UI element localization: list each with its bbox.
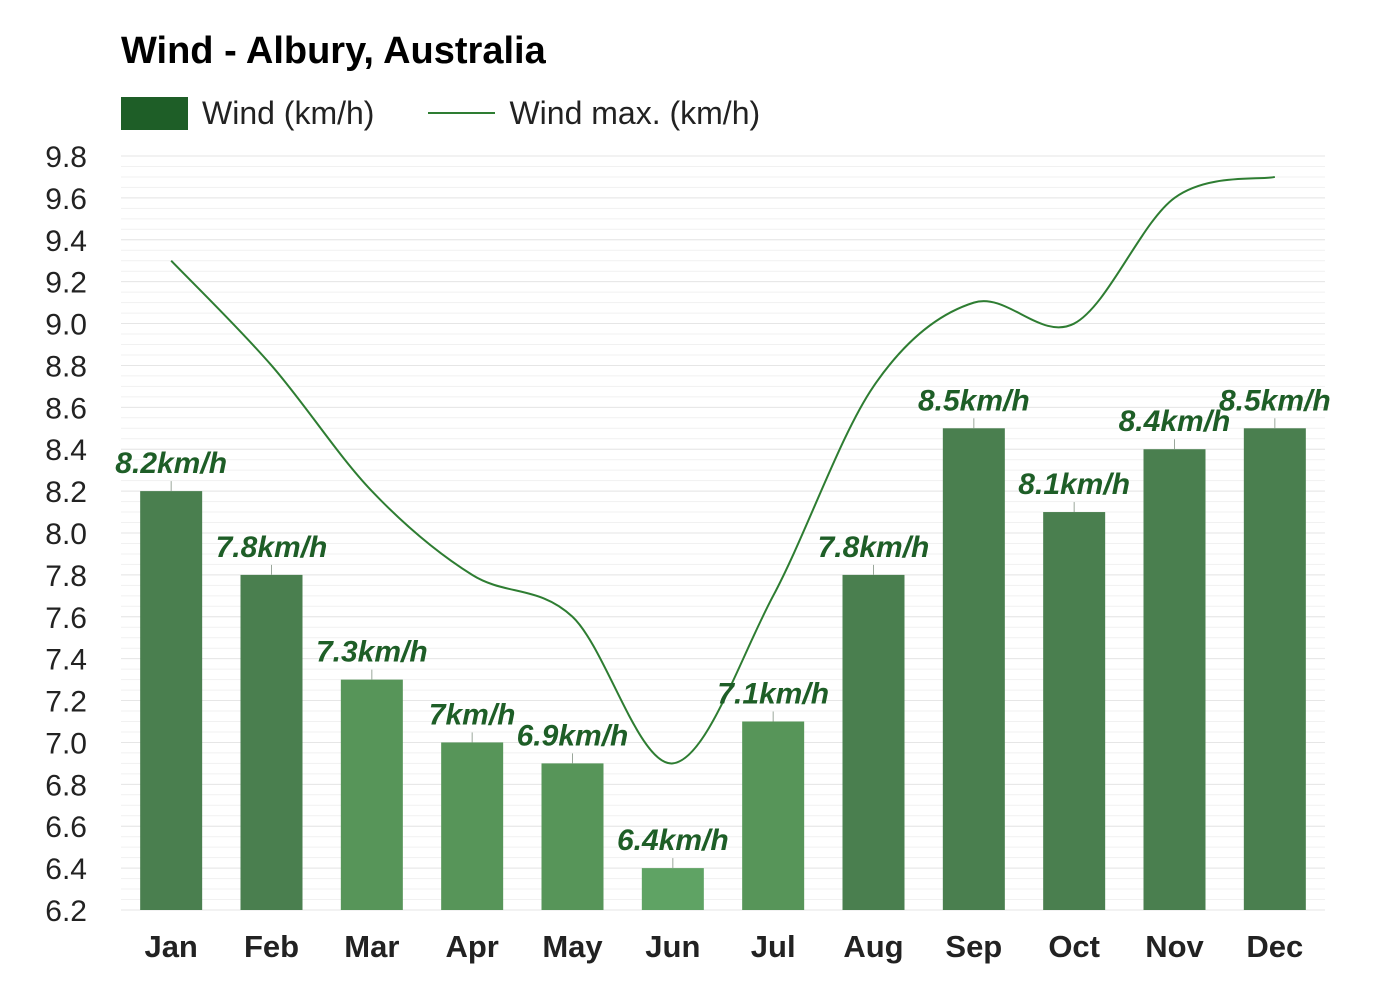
y-tick-label: 7.4 <box>45 644 87 677</box>
bar-sep <box>942 428 1005 910</box>
x-tick-jun: Jun <box>645 929 700 964</box>
data-label-dec: 8.5km/h <box>1219 384 1331 417</box>
x-tick-apr: Apr <box>445 929 498 964</box>
y-tick-label: 6.8 <box>45 769 87 802</box>
y-tick-label: 8.2 <box>45 476 87 509</box>
legend-label-wind: Wind (km/h) <box>202 94 375 131</box>
line-layer <box>170 175 1276 765</box>
data-label-oct: 8.1km/h <box>1018 468 1130 501</box>
x-tick-nov: Nov <box>1145 929 1204 964</box>
data-label-aug: 7.8km/h <box>818 531 930 564</box>
data-label-mar: 7.3km/h <box>316 636 428 669</box>
bar-jun <box>641 868 704 910</box>
y-tick-label: 9.8 <box>45 141 87 174</box>
bar-may <box>541 763 604 910</box>
y-tick-label: 8.6 <box>45 392 87 425</box>
data-label-jul: 7.1km/h <box>717 678 829 711</box>
y-tick-label: 6.6 <box>45 811 87 844</box>
data-label-jan: 8.2km/h <box>115 447 227 480</box>
y-tick-label: 8.4 <box>45 434 87 467</box>
wind-max-line <box>170 175 1276 765</box>
y-tick-label: 9.0 <box>45 309 87 342</box>
bar-oct <box>1043 512 1106 910</box>
y-axis-ticks: 6.2 6.4 6.6 6.8 7.0 7.2 7.4 7.6 7.8 8.0 8.2 8.4 8.6 8… <box>45 141 87 928</box>
y-tick-label: 9.2 <box>45 267 87 300</box>
y-tick-label: 9.4 <box>45 225 87 258</box>
x-tick-mar: Mar <box>344 929 399 964</box>
x-tick-aug: Aug <box>843 929 903 964</box>
bar-jul <box>742 721 805 910</box>
x-tick-dec: Dec <box>1246 929 1303 964</box>
legend: Wind (km/h) Wind max. (km/h) <box>121 92 760 134</box>
bar-jan <box>140 491 203 910</box>
x-tick-jul: Jul <box>751 929 796 964</box>
data-label-sep: 8.5km/h <box>918 384 1030 417</box>
x-tick-oct: Oct <box>1048 929 1100 964</box>
y-tick-label: 7.2 <box>45 686 87 719</box>
y-tick-label: 7.8 <box>45 560 87 593</box>
bar-feb <box>240 574 303 910</box>
legend-swatch-wind-max <box>428 112 496 114</box>
y-tick-label: 7.0 <box>45 727 87 760</box>
x-tick-jan: Jan <box>144 929 197 964</box>
y-tick-label: 6.2 <box>45 895 87 928</box>
y-tick-label: 8.8 <box>45 350 87 383</box>
x-axis-ticks: Jan Feb Mar Apr May Jun Jul Aug Sep Oct Nov Dec <box>144 929 1303 964</box>
bar-mar <box>340 679 403 910</box>
legend-label-wind-max: Wind max. (km/h) <box>509 94 761 131</box>
data-label-feb: 7.8km/h <box>216 531 328 564</box>
x-tick-may: May <box>542 929 603 964</box>
bar-aug <box>842 574 905 910</box>
bar-dec <box>1243 428 1306 910</box>
bar-nov <box>1143 449 1206 910</box>
chart-title: Wind - Albury, Australia <box>121 30 546 72</box>
x-tick-feb: Feb <box>244 929 299 964</box>
y-tick-label: 6.4 <box>45 853 87 886</box>
grid-layer <box>121 155 1325 911</box>
data-label-jun: 6.4km/h <box>617 824 729 857</box>
y-tick-label: 7.6 <box>45 602 87 635</box>
y-tick-label: 9.6 <box>45 183 87 216</box>
data-label-nov: 8.4km/h <box>1119 405 1231 438</box>
bar-apr <box>441 742 504 910</box>
y-tick-label: 8.0 <box>45 518 87 551</box>
data-label-may: 6.9km/h <box>517 719 629 752</box>
x-tick-sep: Sep <box>945 929 1002 964</box>
bar-layer <box>140 418 1306 910</box>
data-label-apr: 7km/h <box>429 698 516 731</box>
legend-swatch-wind <box>121 96 188 130</box>
